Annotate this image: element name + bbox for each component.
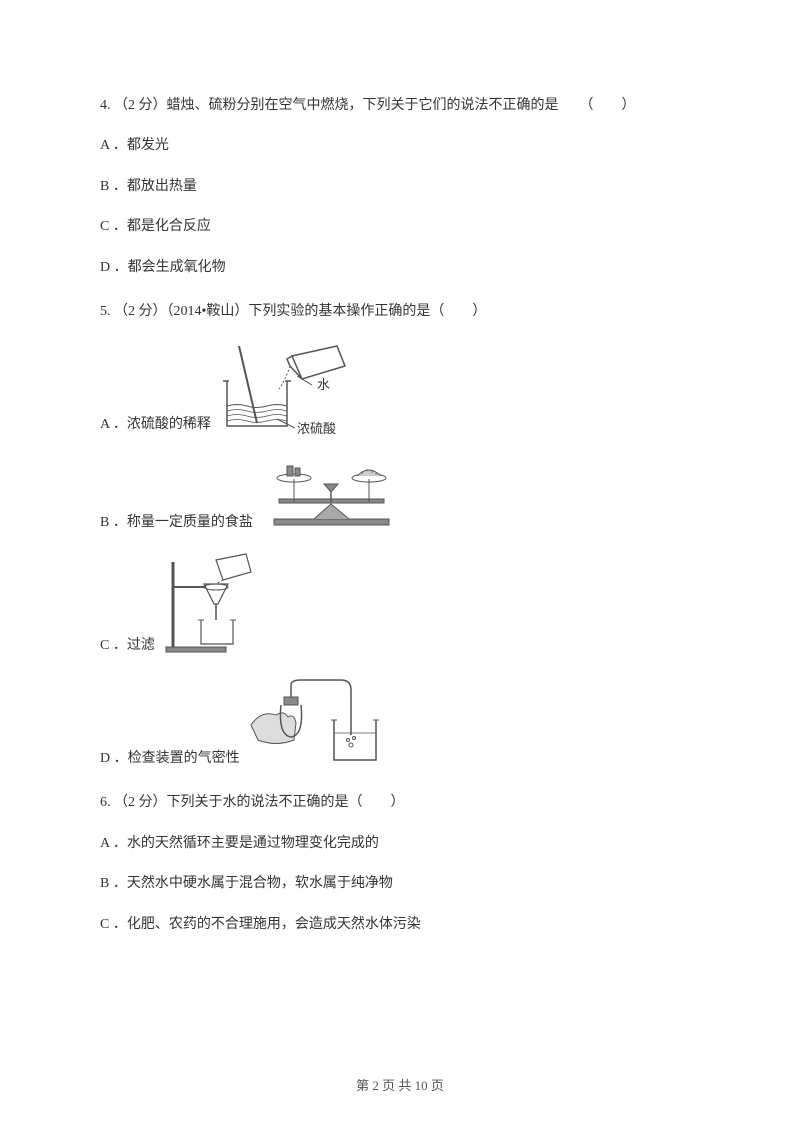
q5-option-c: C ．过滤 <box>100 552 700 657</box>
option-label: C ．化肥、农药的不合理施用，会造成天然水体污染 <box>100 914 421 936</box>
option-label: B ．称量一定质量的食盐 <box>100 512 253 534</box>
balance-diagram <box>259 454 404 534</box>
q5-option-d: D ．检查装置的气密性 <box>100 675 700 770</box>
option-label: C ．都是化合反应 <box>100 216 211 238</box>
page-footer: 第 2 页 共 10 页 <box>0 1075 800 1094</box>
q4-stem: 4. （2 分）蜡烛、硫粉分别在空气中燃烧，下列关于它们的说法不正确的是 （ ） <box>100 95 700 117</box>
q5-option-b: B ．称量一定质量的食盐 <box>100 454 700 534</box>
q5-stem: 5. （2 分）（2014•鞍山）下列实验的基本操作正确的是（ ） <box>100 301 700 323</box>
q4-option-c: C ．都是化合反应 <box>100 216 700 238</box>
q5-option-a: A ．浓硫酸的稀释 水 <box>100 341 700 436</box>
option-label: C ．过滤 <box>100 635 155 657</box>
option-label: D ．检查装置的气密性 <box>100 748 240 770</box>
question-6: 6. （2 分）下列关于水的说法不正确的是（ ） A ．水的天然循环主要是通过物… <box>100 792 700 936</box>
water-label: 水 <box>317 377 330 392</box>
option-label: A ．浓硫酸的稀释 <box>100 414 211 436</box>
option-label: D ．都会生成氧化物 <box>100 257 226 279</box>
airtight-diagram <box>246 675 396 770</box>
q6-option-a: A ．水的天然循环主要是通过物理变化完成的 <box>100 833 700 855</box>
q6-option-c: C ．化肥、农药的不合理施用，会造成天然水体污染 <box>100 914 700 936</box>
dilution-diagram: 水 浓硫酸 <box>217 341 367 436</box>
filtration-diagram <box>161 552 271 657</box>
q4-option-b: B ．都放出热量 <box>100 176 700 198</box>
q4-option-a: A ．都发光 <box>100 135 700 157</box>
option-label: B ．都放出热量 <box>100 176 197 198</box>
question-4: 4. （2 分）蜡烛、硫粉分别在空气中燃烧，下列关于它们的说法不正确的是 （ ）… <box>100 95 700 279</box>
q6-option-b: B ．天然水中硬水属于混合物，软水属于纯净物 <box>100 873 700 895</box>
q6-stem: 6. （2 分）下列关于水的说法不正确的是（ ） <box>100 792 700 814</box>
option-label: A ．都发光 <box>100 135 169 157</box>
acid-label: 浓硫酸 <box>297 421 336 436</box>
option-label: B ．天然水中硬水属于混合物，软水属于纯净物 <box>100 873 393 895</box>
option-label: A ．水的天然循环主要是通过物理变化完成的 <box>100 833 379 855</box>
q4-option-d: D ．都会生成氧化物 <box>100 257 700 279</box>
question-5: 5. （2 分）（2014•鞍山）下列实验的基本操作正确的是（ ） A ．浓硫酸… <box>100 301 700 770</box>
